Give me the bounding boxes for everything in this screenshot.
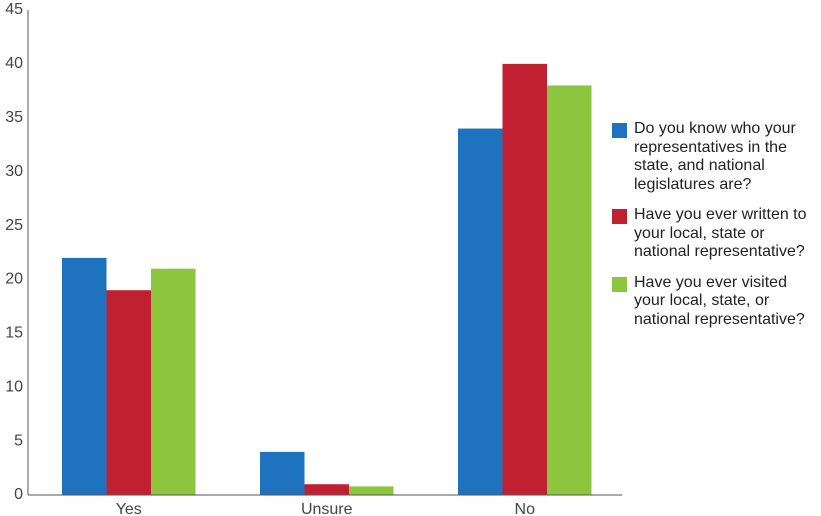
bar: [547, 85, 592, 495]
legend-swatch: [612, 276, 627, 292]
bar: [260, 451, 305, 495]
x-tick-label: Yes: [116, 501, 142, 516]
y-tick-label: 30: [5, 163, 23, 180]
x-tick-label: No: [515, 501, 536, 516]
legend-label: Have you ever visited your local, state,…: [634, 273, 805, 328]
y-tick-label: 35: [5, 109, 23, 126]
x-tick-label: Unsure: [301, 501, 353, 516]
legend-swatch: [612, 209, 627, 224]
y-tick-label: 5: [14, 432, 23, 449]
y-tick-label: 15: [5, 325, 23, 342]
legend-swatch: [612, 123, 627, 138]
y-tick-label: 0: [14, 486, 23, 503]
y-tick-label: 10: [5, 378, 23, 395]
bar: [349, 486, 394, 495]
bar: [62, 257, 107, 495]
legend-item-know-representatives: Do you know who your representatives in …: [612, 120, 818, 194]
y-tick-label: 45: [5, 1, 23, 18]
legend: Do you know who your representatives in …: [612, 120, 818, 341]
bar: [502, 63, 547, 496]
legend-item-visited-representative: Have you ever visited your local, state,…: [612, 274, 818, 330]
y-tick-label: 25: [5, 217, 23, 234]
bar: [106, 290, 151, 495]
y-axis-ticks: 0 5 10 15 20 25 30 35 40 45: [5, 1, 23, 503]
bar: [458, 128, 503, 496]
legend-label: Have you ever written to your local, sta…: [634, 206, 807, 260]
legend-item-written-representative: Have you ever written to your local, sta…: [612, 206, 818, 262]
y-tick-label: 20: [5, 271, 23, 288]
legend-label: Do you know who your representatives in …: [634, 120, 796, 193]
bars: [62, 63, 592, 496]
bar: [151, 268, 196, 495]
y-tick-label: 40: [5, 55, 23, 72]
x-axis-ticks: Yes Unsure No: [116, 501, 535, 516]
bar: [304, 484, 349, 495]
